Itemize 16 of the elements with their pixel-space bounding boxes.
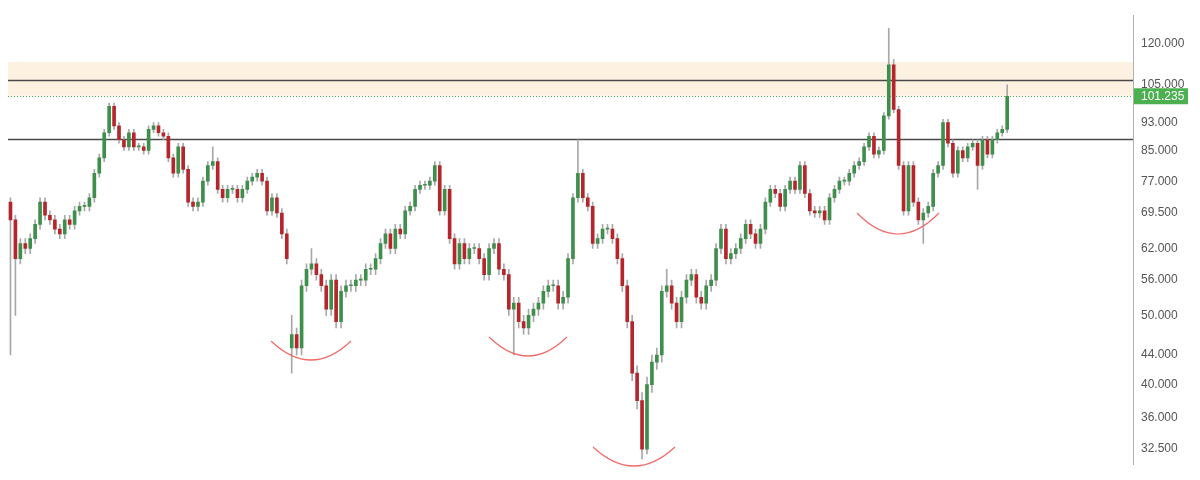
y-tick-label: 56.000 <box>1141 272 1179 287</box>
y-tick-label: 40.000 <box>1141 376 1179 391</box>
y-tick-label: 93.000 <box>1141 114 1179 129</box>
y-tick-label: 44.000 <box>1141 347 1179 362</box>
candlestick <box>511 296 516 356</box>
y-tick-label: 32.500 <box>1141 441 1179 456</box>
y-tick-label: 50.000 <box>1141 307 1179 322</box>
y-tick-label: 69.500 <box>1141 205 1179 220</box>
y-tick-label: 62.000 <box>1141 240 1179 255</box>
candlestick <box>289 314 294 374</box>
candlestick <box>921 208 926 244</box>
y-tick-label: 120.000 <box>1141 35 1185 50</box>
y-tick-label: 36.000 <box>1141 409 1179 424</box>
y-tick-label: 77.000 <box>1141 173 1179 188</box>
y-tick-label: 85.000 <box>1141 142 1179 157</box>
candlestick <box>817 206 822 218</box>
